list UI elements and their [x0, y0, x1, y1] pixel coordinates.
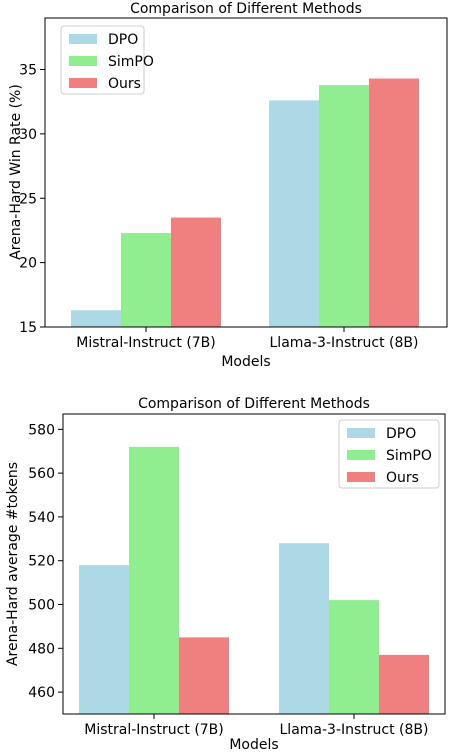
- y-tick-label: 580: [28, 422, 55, 438]
- x-tick-label: Mistral-Instruct (7B): [76, 335, 216, 351]
- chart-2: Comparison of Different Methods 460 480 50…: [5, 396, 445, 752]
- legend-swatch-ours: [347, 472, 375, 482]
- chart-1: Comparison of Different Methods 15202530…: [8, 1, 447, 370]
- legend-label-ours: Ours: [108, 76, 141, 92]
- y-tick-label: 35: [19, 63, 37, 79]
- bar-ours-1: [179, 637, 229, 714]
- legend-swatch-simpo: [347, 450, 375, 460]
- chart-1-bars: [71, 79, 419, 327]
- legend-label-dpo: DPO: [386, 426, 416, 442]
- chart-2-legend: DPO SimPO Ours: [339, 420, 439, 488]
- chart-2-y-axis-label: Arena-Hard average #tokens: [5, 462, 21, 666]
- chart-2-title: Comparison of Different Methods: [138, 396, 370, 412]
- bar-dpo-1: [79, 565, 129, 714]
- legend-swatch-dpo: [69, 34, 97, 44]
- y-tick-label: 520: [28, 554, 55, 570]
- y-tick-label: 500: [28, 598, 55, 614]
- bar-simpo-1: [129, 447, 179, 714]
- bar-dpo-2: [279, 543, 329, 714]
- bar-simpo-1: [121, 233, 171, 327]
- bar-ours-2: [369, 79, 419, 327]
- chart-2-x-ticks: Mistral-Instruct (7B) Llama-3-Instruct (8…: [84, 714, 428, 738]
- y-tick-label: 540: [28, 510, 55, 526]
- bar-dpo-2: [269, 100, 319, 327]
- y-tick-label: 560: [28, 466, 55, 482]
- y-tick-label: 460: [28, 685, 55, 701]
- bar-ours-1: [171, 218, 221, 327]
- chart-2-x-axis-label: Models: [229, 737, 278, 752]
- x-tick-label: Mistral-Instruct (7B): [84, 722, 224, 738]
- chart-1-y-axis-label: Arena-Hard Win Rate (%): [8, 84, 24, 260]
- chart-1-x-ticks: Mistral-Instruct (7B) Llama-3-Instruct (8…: [76, 327, 418, 351]
- bar-simpo-2: [319, 85, 369, 327]
- x-tick-label: Llama-3-Instruct (8B): [270, 335, 419, 351]
- bar-simpo-2: [329, 600, 379, 714]
- chart-1-title: Comparison of Different Methods: [130, 1, 362, 17]
- y-tick-label: 15: [19, 320, 37, 336]
- y-tick-label: 480: [28, 641, 55, 657]
- bar-dpo-1: [71, 310, 121, 327]
- x-tick-label: Llama-3-Instruct (8B): [280, 722, 429, 738]
- legend-label-simpo: SimPO: [108, 54, 154, 70]
- legend-label-dpo: DPO: [108, 32, 138, 48]
- legend-swatch-dpo: [347, 428, 375, 438]
- legend-swatch-simpo: [69, 56, 97, 66]
- legend-label-ours: Ours: [386, 470, 419, 486]
- legend-label-simpo: SimPO: [386, 448, 432, 464]
- chart-2-y-ticks: 460 480 500 520 540 560 580: [28, 422, 63, 701]
- chart-1-legend: DPO SimPO Ours: [61, 26, 154, 94]
- legend-swatch-ours: [69, 78, 97, 88]
- chart-1-x-axis-label: Models: [221, 354, 270, 370]
- bar-ours-2: [379, 655, 429, 714]
